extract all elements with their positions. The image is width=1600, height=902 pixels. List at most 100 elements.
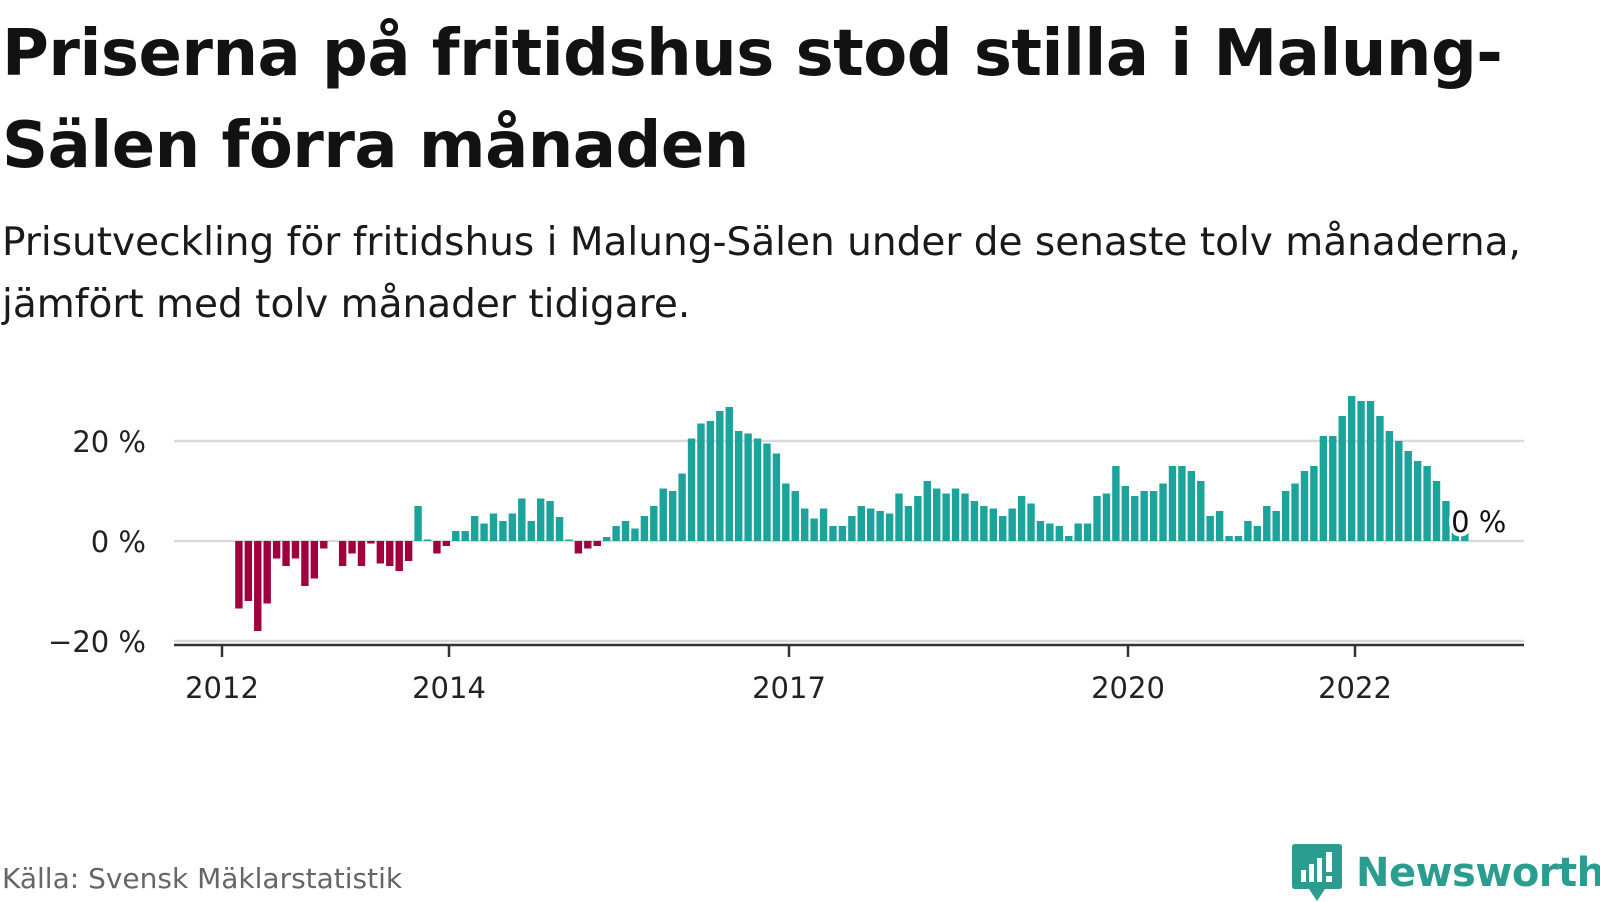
bar xyxy=(1074,523,1082,541)
bar xyxy=(1055,526,1064,541)
bar xyxy=(867,508,875,541)
bar xyxy=(461,531,469,541)
bar xyxy=(678,473,686,541)
bar xyxy=(244,541,253,601)
bar xyxy=(442,541,451,546)
bar xyxy=(1112,466,1120,541)
bar xyxy=(744,433,752,541)
bar xyxy=(1121,486,1130,541)
bar xyxy=(1093,496,1101,541)
bar xyxy=(621,521,630,541)
bar xyxy=(970,501,979,541)
bar xyxy=(631,528,639,541)
x-tick-label: 2012 xyxy=(185,671,259,705)
bar xyxy=(650,506,658,541)
bar xyxy=(235,541,243,609)
bar xyxy=(1395,441,1403,541)
bar xyxy=(414,506,422,541)
bar xyxy=(1225,536,1233,541)
bar xyxy=(404,541,413,561)
bar xyxy=(423,539,432,541)
bar xyxy=(1036,521,1045,541)
bar xyxy=(848,516,856,541)
bar xyxy=(980,506,988,541)
bar xyxy=(1281,491,1290,541)
bar xyxy=(1159,483,1167,541)
bar xyxy=(1197,481,1205,541)
bar xyxy=(593,541,601,546)
bar xyxy=(857,506,865,541)
bar xyxy=(263,541,271,604)
bar xyxy=(687,438,696,541)
bar xyxy=(1168,466,1177,541)
newsworthy-logo: Newsworthy xyxy=(1292,844,1600,902)
bar xyxy=(499,521,507,541)
bar xyxy=(1206,516,1214,541)
x-axis xyxy=(174,643,1524,657)
bar xyxy=(1432,481,1441,541)
source-note: Källa: Svensk Mäklarstatistik xyxy=(2,862,403,895)
bar xyxy=(1423,466,1431,541)
bar xyxy=(1385,431,1394,541)
bar xyxy=(282,541,290,566)
bar xyxy=(1300,471,1309,541)
bar xyxy=(1046,523,1054,541)
bar xyxy=(1102,493,1111,541)
bar xyxy=(716,411,724,541)
bar xyxy=(1131,496,1139,541)
bar xyxy=(433,541,441,554)
bar xyxy=(659,488,667,541)
bar xyxy=(961,493,969,541)
bar xyxy=(1272,511,1280,541)
bar xyxy=(527,521,535,541)
y-tick-label: 20 % xyxy=(72,425,146,459)
bar xyxy=(254,541,262,631)
bar xyxy=(801,508,809,541)
bar xyxy=(1017,496,1026,541)
bar xyxy=(725,407,733,541)
bar xyxy=(1461,526,1469,541)
bar xyxy=(320,541,328,549)
x-tick-label: 2014 xyxy=(412,671,486,705)
bar xyxy=(602,537,611,541)
last-value-label-halo: 0 % xyxy=(1451,505,1506,539)
bar xyxy=(555,517,564,541)
bar xyxy=(1215,511,1224,541)
bar xyxy=(876,511,884,541)
newsworthy-logo-icon xyxy=(1292,844,1342,901)
bar xyxy=(376,541,385,564)
bar xyxy=(914,496,922,541)
bar xyxy=(272,541,281,559)
bar xyxy=(734,431,743,541)
x-tick-label: 2017 xyxy=(752,671,826,705)
bar xyxy=(565,539,573,541)
bar xyxy=(1357,401,1365,541)
bar xyxy=(1319,436,1328,541)
bar xyxy=(480,523,488,541)
y-tick-label: 0 % xyxy=(91,525,146,559)
bar xyxy=(989,508,997,541)
bar xyxy=(895,493,903,541)
bar xyxy=(518,498,526,541)
bar xyxy=(668,491,677,541)
bar xyxy=(791,491,799,541)
brand-name: Newsworthy xyxy=(1356,850,1600,896)
bar xyxy=(1083,523,1092,541)
x-tick-label: 2022 xyxy=(1318,671,1392,705)
bar xyxy=(753,438,762,541)
chart-title: Priserna på fritidshus stod stilla i Mal… xyxy=(2,17,1503,183)
bar xyxy=(546,501,554,541)
bar xyxy=(923,481,931,541)
bar xyxy=(1178,466,1186,541)
bar xyxy=(640,516,649,541)
bar xyxy=(810,518,818,541)
y-tick-label: −20 % xyxy=(48,625,146,659)
bar xyxy=(942,493,950,541)
bar xyxy=(291,541,300,559)
bar xyxy=(386,541,394,566)
bar xyxy=(1451,516,1460,541)
bar xyxy=(452,531,460,541)
bar xyxy=(574,541,583,554)
bar xyxy=(1234,536,1243,541)
bar xyxy=(904,506,913,541)
